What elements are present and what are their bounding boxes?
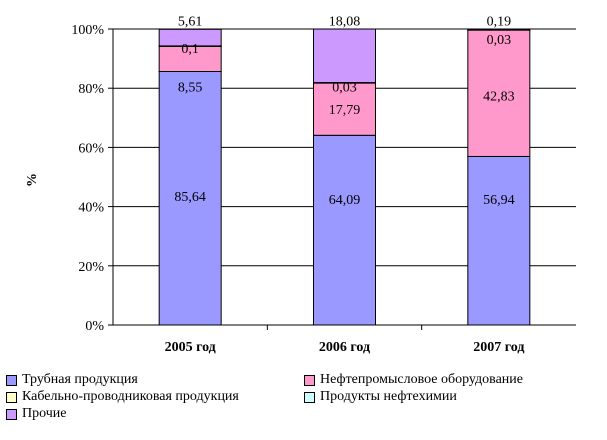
y-tick-label: 60% [78, 141, 104, 156]
x-category-label: 2005 год [165, 340, 216, 355]
y-tick-label: 0% [85, 319, 104, 334]
bar-segment [158, 71, 222, 326]
bar-segment [158, 28, 222, 47]
legend-label: Продукты нефтехимии [320, 389, 457, 404]
x-category-label: 2006 год [319, 340, 370, 355]
legend-swatch [6, 391, 17, 403]
legend-label: Трубная продукция [22, 372, 138, 387]
data-label: 56,94 [483, 193, 515, 208]
data-label: 5,61 [178, 15, 203, 30]
bar-segment [313, 28, 376, 84]
bar-segment [158, 45, 222, 73]
y-tick-label: 100% [71, 23, 104, 38]
legend-swatch [6, 408, 17, 420]
y-tick-label: 80% [78, 82, 104, 97]
legend-item: Трубная продукция [6, 372, 138, 388]
data-label: 8,55 [178, 81, 203, 96]
legend-item: Кабельно-проводниковая продукция [6, 389, 239, 405]
data-label: 0,1 [181, 42, 199, 57]
legend-label: Прочие [22, 406, 67, 421]
data-label: 0,19 [487, 15, 512, 30]
bar-segment [467, 28, 531, 31]
x-category-label: 2007 год [473, 340, 524, 355]
bar-segment [467, 155, 531, 326]
data-label: 42,83 [483, 90, 515, 105]
y-tick-label: 40% [78, 201, 104, 216]
legend-item: Нефтепромысловое оборудование [304, 372, 523, 388]
legend-label: Кабельно-проводниковая продукция [22, 389, 239, 404]
bar-segment [313, 82, 376, 136]
legend-label: Нефтепромысловое оборудование [320, 372, 524, 387]
data-label: 64,09 [329, 193, 361, 208]
legend-swatch [304, 391, 315, 403]
data-label: 0,03 [487, 33, 512, 48]
y-axis-label: % [25, 173, 40, 187]
data-label: 17,79 [329, 103, 361, 118]
data-label: 18,08 [329, 15, 361, 30]
legend-item: Прочие [6, 406, 67, 422]
y-tick-label: 20% [78, 260, 104, 275]
bar-segment [313, 134, 376, 326]
legend-swatch [6, 374, 17, 386]
legend-item: Продукты нефтехимии [304, 389, 457, 405]
data-label: 0,03 [332, 81, 357, 96]
bar-segment [467, 29, 531, 157]
legend-swatch [304, 374, 315, 386]
data-label: 85,64 [174, 190, 206, 205]
